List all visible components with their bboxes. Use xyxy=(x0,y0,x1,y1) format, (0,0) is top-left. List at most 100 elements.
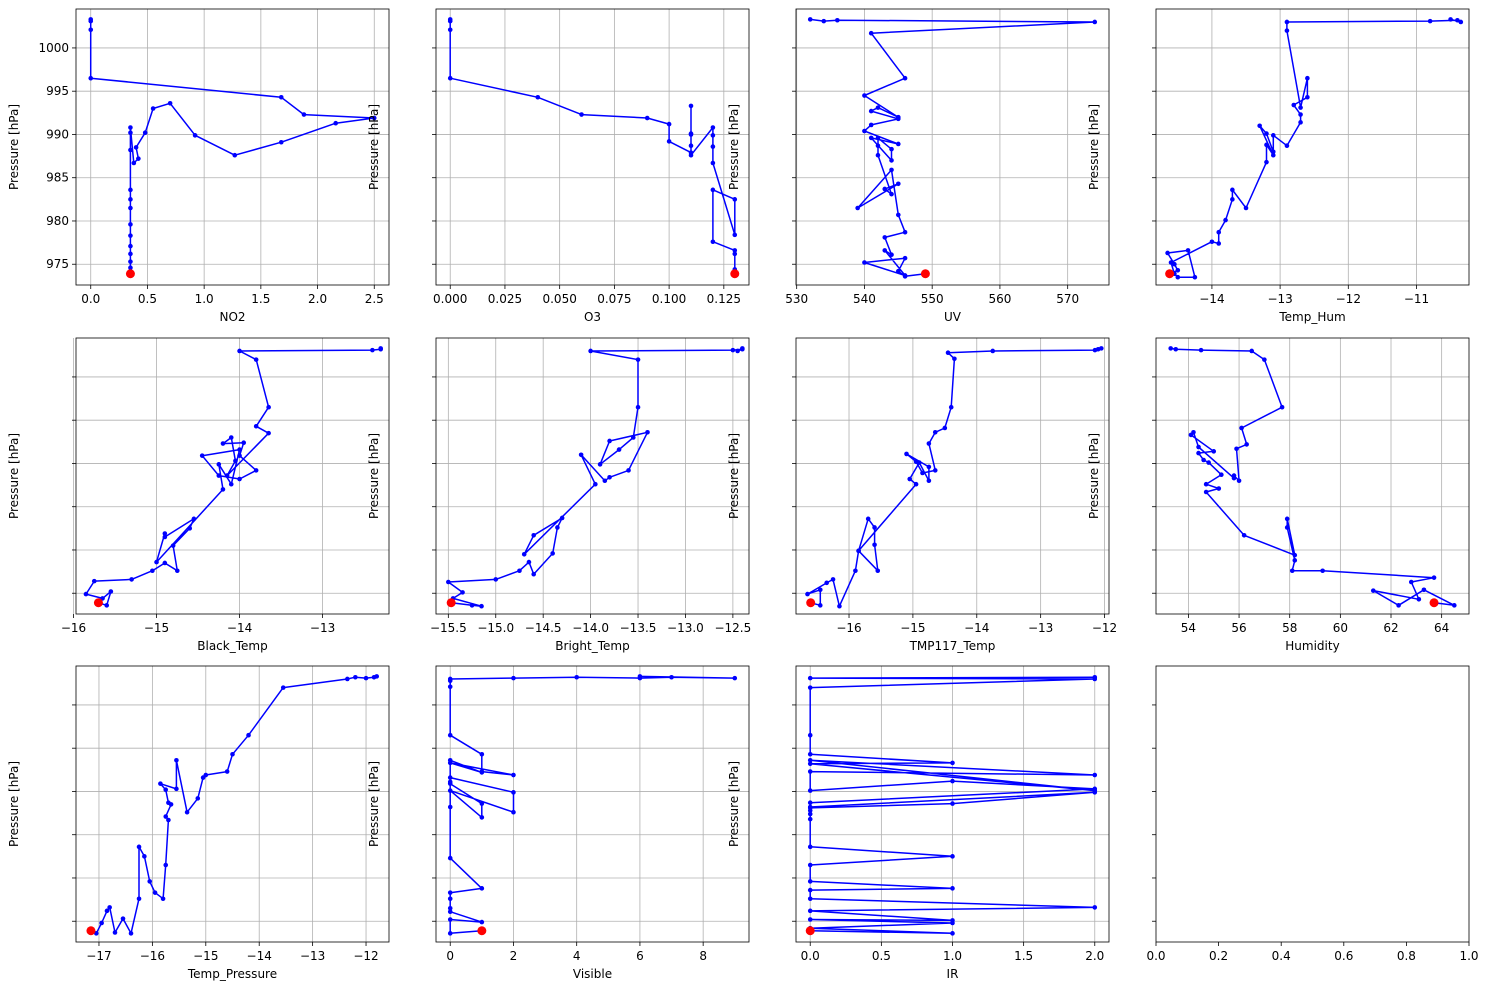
data-point xyxy=(688,143,694,149)
x-tick-label: −13.0 xyxy=(667,621,704,635)
data-point xyxy=(1196,450,1201,456)
data-point xyxy=(1234,446,1239,452)
x-tick-label: −13 xyxy=(300,949,325,963)
x-axis-label: Visible xyxy=(573,967,612,981)
data-point xyxy=(1243,205,1249,211)
data-point xyxy=(688,150,694,155)
data-point xyxy=(447,917,453,922)
data-point xyxy=(875,568,881,574)
x-tick-label: 0 xyxy=(446,949,454,963)
data-point xyxy=(129,577,134,582)
plot-frame xyxy=(795,665,1110,943)
data-point xyxy=(1209,239,1215,245)
data-point xyxy=(253,468,259,473)
data-point xyxy=(253,423,259,429)
data-point xyxy=(447,931,453,936)
y-axis-label: Pressure [hPa] xyxy=(727,433,741,519)
data-point xyxy=(1219,472,1224,478)
data-point xyxy=(669,674,674,680)
data-point xyxy=(128,205,133,211)
x-tick-label: −14 xyxy=(1199,292,1224,306)
data-point xyxy=(1244,442,1249,447)
data-point xyxy=(228,435,234,440)
subplot-8: 54 56 58 60 62 64 Humidity Pressure [hPa] xyxy=(1087,337,1470,653)
data-point xyxy=(807,751,813,757)
data-point xyxy=(1216,229,1222,235)
x-tick-label: 0.025 xyxy=(488,292,522,306)
data-point xyxy=(195,796,201,801)
data-point xyxy=(128,187,133,193)
data-point xyxy=(378,346,383,351)
data-point xyxy=(710,125,716,130)
data-point xyxy=(1216,241,1222,246)
data-point xyxy=(602,478,608,484)
start-point-marker xyxy=(86,926,96,936)
data-point xyxy=(868,30,874,36)
data-point xyxy=(142,854,147,859)
data-point xyxy=(1239,425,1244,431)
data-point xyxy=(150,106,156,111)
y-tick-label: 995 xyxy=(46,84,69,98)
start-point-marker xyxy=(1165,269,1175,279)
x-tick-label: −17 xyxy=(86,949,111,963)
x-tick-label: 550 xyxy=(921,292,944,306)
plot-frame xyxy=(435,337,750,615)
x-tick-label: 62 xyxy=(1383,621,1398,635)
x-tick-label: 0.5 xyxy=(138,292,157,306)
data-point xyxy=(597,462,603,467)
data-point xyxy=(730,347,736,353)
data-point xyxy=(862,260,867,265)
data-point xyxy=(574,674,579,680)
plot-area xyxy=(436,338,749,614)
data-point xyxy=(926,441,932,446)
x-axis-label: Black_Temp xyxy=(197,639,267,653)
x-tick-label: 0.5 xyxy=(872,949,891,963)
data-point xyxy=(363,675,369,681)
data-point xyxy=(710,239,716,245)
data-point xyxy=(1206,460,1211,465)
y-tick-label: 975 xyxy=(46,257,69,271)
data-point xyxy=(875,135,881,141)
data-point xyxy=(108,589,114,594)
x-tick-label: 560 xyxy=(988,292,1011,306)
start-point-marker xyxy=(1429,598,1439,608)
x-axis-label: Bright_Temp xyxy=(555,639,629,653)
data-point xyxy=(1289,568,1295,574)
data-point xyxy=(152,890,158,895)
subplot-6: −15.5 −15.0 −14.5 −14.0 −13.5 −13.0 −12.5 Brigh… xyxy=(367,337,751,653)
plot-frame xyxy=(1155,337,1470,615)
x-tick-label: 0.100 xyxy=(652,292,686,306)
subplot-2: 0.000 0.025 0.050 0.075 0.100 0.125 O3 Pressure… xyxy=(367,8,750,324)
data-point xyxy=(1223,217,1228,223)
x-tick-label: −12 xyxy=(353,949,378,963)
data-point xyxy=(732,232,738,238)
data-point xyxy=(1292,552,1298,558)
y-axis-label: Pressure [hPa] xyxy=(7,761,21,847)
data-point xyxy=(1257,123,1262,129)
data-point xyxy=(942,425,948,431)
data-point xyxy=(1421,587,1427,593)
data-point xyxy=(710,160,716,166)
data-point xyxy=(913,459,919,465)
plot-frame xyxy=(1155,665,1470,943)
data-point xyxy=(237,447,242,452)
data-point xyxy=(807,879,813,884)
x-tick-label: 0.4 xyxy=(1272,949,1291,963)
data-point xyxy=(904,451,909,457)
data-point xyxy=(120,916,126,921)
y-axis-label: Pressure [hPa] xyxy=(367,433,381,519)
plot-area xyxy=(1156,9,1469,285)
data-point xyxy=(128,222,133,227)
series-line xyxy=(1170,347,1456,607)
data-point xyxy=(616,447,622,452)
data-point xyxy=(872,525,877,530)
data-point xyxy=(1427,18,1433,24)
data-point xyxy=(1092,674,1098,680)
data-point xyxy=(174,758,179,763)
start-point-marker xyxy=(477,926,487,936)
x-tick-label: 1.0 xyxy=(943,949,962,963)
data-point xyxy=(447,788,453,793)
data-point xyxy=(807,769,813,774)
data-point xyxy=(1196,444,1201,450)
x-tick-label: 0.0 xyxy=(1146,949,1165,963)
